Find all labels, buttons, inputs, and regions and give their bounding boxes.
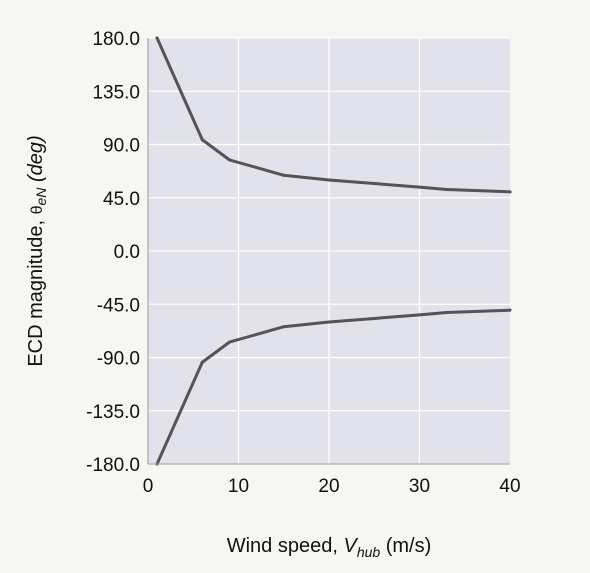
x-axis-label-symbol: V <box>343 535 358 557</box>
data-point <box>227 340 231 344</box>
data-point <box>418 313 421 317</box>
y-tick-label: 180.0 <box>92 29 140 50</box>
y-tick-label: 0.0 <box>114 242 140 263</box>
y-tick-label: 45.0 <box>103 189 140 210</box>
data-point <box>227 158 231 162</box>
x-tick-label: 20 <box>318 476 339 497</box>
y-tick-label: 90.0 <box>103 136 140 157</box>
y-axis-label-symbol: θ <box>29 205 46 214</box>
y-tick-label: 135.0 <box>92 82 140 103</box>
data-point <box>327 320 331 324</box>
x-tick-label: 30 <box>409 476 430 497</box>
y-tick-label: -45.0 <box>97 295 140 316</box>
y-tick-label: -135.0 <box>86 402 140 423</box>
y-axis-label-prefix: ECD magnitude, <box>25 214 47 366</box>
data-point <box>282 173 286 177</box>
x-tick-label: 10 <box>228 476 249 497</box>
data-point <box>282 325 286 329</box>
y-axis-label: ECD magnitude, θeN (deg) <box>25 135 49 366</box>
x-axis-label-suffix: (m/s) <box>380 535 431 557</box>
y-tick-label: -90.0 <box>97 349 140 370</box>
data-point <box>445 311 449 315</box>
tick-layer: 180.0 135.0 90.0 45.0 0.0 -45.0 -90.0 -135.0 -18… <box>86 29 520 497</box>
data-point <box>372 316 376 320</box>
x-tick-label: 0 <box>143 476 154 497</box>
data-point <box>200 138 204 142</box>
data-point <box>200 360 204 364</box>
data-point <box>418 185 421 189</box>
data-point <box>508 190 512 194</box>
y-axis-label-suffix: (deg) <box>25 135 47 187</box>
data-point <box>445 187 449 191</box>
x-axis-label-prefix: Wind speed, <box>227 535 344 557</box>
x-axis-label: Wind speed, Vhub (m/s) <box>227 535 432 560</box>
data-point <box>327 178 331 182</box>
x-tick-label: 40 <box>499 476 520 497</box>
x-axis-label-subscript: hub <box>357 544 381 560</box>
data-point <box>155 36 159 40</box>
data-point <box>372 182 376 186</box>
data-point <box>508 308 512 312</box>
y-tick-label: -180.0 <box>86 455 140 476</box>
y-axis-label-subscript: eN <box>33 187 49 206</box>
series-layer <box>155 36 512 466</box>
